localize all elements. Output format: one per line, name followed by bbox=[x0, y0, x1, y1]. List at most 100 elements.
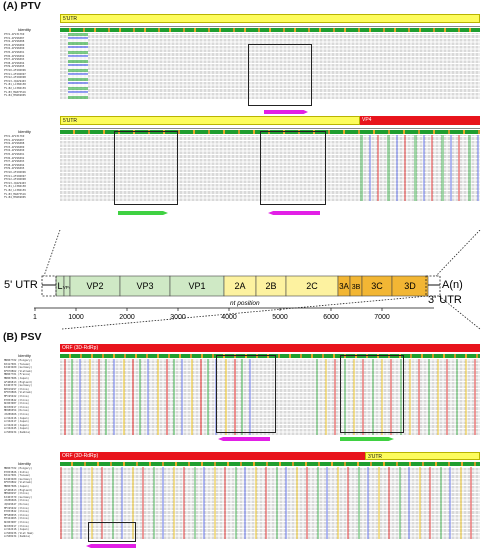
sequence-name: TV-B2_LC386159 bbox=[4, 86, 26, 90]
axis-tick-label: 7000 bbox=[374, 314, 390, 321]
forward-primer-arrow bbox=[340, 437, 394, 441]
segment-label: 3C bbox=[371, 281, 383, 291]
sequence-name: MH668297 (China) bbox=[4, 492, 29, 496]
identity-label: Identity bbox=[18, 27, 31, 32]
axis-tick-label: 4000 bbox=[221, 314, 237, 321]
sequence-name: KF870866 (Vietnam) bbox=[4, 391, 33, 395]
segment-label: VP2 bbox=[86, 281, 103, 291]
sequence-name: PTV4-AF296090 bbox=[4, 149, 25, 153]
sequence-name: PTV3-AF296089 bbox=[4, 145, 25, 149]
segment-label: VP1 bbox=[188, 281, 205, 291]
sequence-name: KJ463379 (Germany) bbox=[4, 495, 33, 499]
sequence-name: KJ463400 (Germany) bbox=[4, 477, 33, 481]
sequence-name: TV-B1_LC386158 bbox=[4, 83, 26, 87]
identity-label: Identity bbox=[18, 461, 31, 466]
vp4-region-bar: VP4 bbox=[360, 116, 480, 125]
sequence-name: PTV5-AF296091 bbox=[4, 50, 25, 54]
sequence-name: MF195922 (China) bbox=[4, 506, 29, 510]
segment-label: 2B bbox=[265, 281, 276, 291]
sequence-name: PTV13-JQ429403 bbox=[4, 181, 26, 185]
sequence-name: LC508234 (Zambia) bbox=[4, 430, 31, 434]
vp4-region-label: VP4 bbox=[362, 117, 372, 123]
axis-tick-label: 2000 bbox=[119, 314, 135, 321]
sequence-name: NC003987 (China) bbox=[4, 402, 29, 406]
five-utr-label: 5' UTR bbox=[4, 279, 38, 291]
sequence-name: KY053826 (India) bbox=[4, 470, 29, 474]
sequence-name: PTV12-AF296098 bbox=[4, 76, 26, 80]
sequence-name: KX417001 (Taiwan) bbox=[4, 474, 31, 478]
forward-primer-arrow bbox=[118, 211, 168, 215]
segment-label: 2A bbox=[234, 281, 245, 291]
sequence-name: TV-B2_LC386159 bbox=[4, 188, 26, 192]
sequence-name: KF870862 (Vietnam) bbox=[4, 481, 33, 485]
sequence-name: MN807702 (Hungary) bbox=[4, 467, 33, 470]
sequence-name: JX286666 (China) bbox=[4, 499, 29, 503]
panel-b-title: (B) PSV bbox=[3, 331, 42, 343]
sequence-name: TV-B4_MH469005 bbox=[4, 196, 26, 200]
ptv-alignment-block-2: 5'UTR VP4 Identity PTV1-AF231769 PTV1-AF2… bbox=[0, 116, 484, 234]
reverse-primer-arrow bbox=[268, 211, 320, 215]
utr-region-label: 5'UTR bbox=[63, 16, 78, 22]
reverse-primer-arrow bbox=[86, 544, 136, 548]
sequence-name: PTV1-AF296087 bbox=[4, 138, 25, 142]
five-utr-highlight bbox=[41, 275, 57, 297]
sequence-name: KJ463379 (Germany) bbox=[4, 384, 33, 388]
axis-tick-label: 3000 bbox=[170, 314, 186, 321]
segment-label: 2C bbox=[306, 281, 318, 291]
sequence-name-list: PTV1-AF231769 PTV1-AF296087 PTV2-AF296088 P… bbox=[4, 135, 60, 200]
sequence-name: KP019297 (China) bbox=[4, 387, 29, 391]
sequence-name: MF588655 (China) bbox=[4, 513, 29, 517]
reverse-primer-box bbox=[216, 355, 276, 433]
sequence-name: TV-B3_MG875516 bbox=[4, 90, 26, 94]
psv-alignment-block-2: ORF (3D-RdRp) 3'UTR Identity MN807702 (H… bbox=[0, 452, 484, 550]
sequence-name-list: MN807702 (Hungary) KY053826 (India) KX4170… bbox=[4, 467, 60, 539]
sequence-name: PTV1-AF231769 bbox=[4, 33, 25, 36]
sequence-alignment bbox=[60, 135, 480, 201]
sequence-name: MT344965 (China) bbox=[4, 517, 29, 521]
sequence-name: AF406813 (England) bbox=[4, 380, 33, 384]
sequence-name: MN807702 (Hungary) bbox=[4, 359, 33, 362]
sequence-name: KY053842 (China) bbox=[4, 398, 29, 402]
sequence-name-list: PTV1-AF231769 PTV1-AF296087 PTV2-AF296088 P… bbox=[4, 33, 60, 98]
poly-a-label: A(n) bbox=[442, 279, 463, 291]
variable-columns bbox=[360, 135, 480, 201]
axis-title: nt position bbox=[230, 300, 260, 307]
forward-primer-arrow bbox=[264, 110, 308, 114]
sequence-name: PTV4-AF296090 bbox=[4, 47, 25, 51]
identity-label: Identity bbox=[18, 129, 31, 134]
sequence-name: PTV7-AF296093 bbox=[4, 160, 25, 164]
sequence-name: KJ463400 (Germany) bbox=[4, 366, 33, 370]
segment-3d bbox=[391, 275, 429, 297]
sequence-name: KF870862 (Vietnam) bbox=[4, 369, 33, 373]
sequence-name: PTV5-AF296091 bbox=[4, 152, 25, 156]
sequence-name: MK086054 (Korea) bbox=[4, 409, 29, 413]
utr-region-label: 5'UTR bbox=[63, 118, 78, 124]
segment-label: 3D bbox=[404, 281, 416, 291]
sequence-name: MN807686 (Japan) bbox=[4, 376, 29, 380]
sequence-name: PTV11-AF296097 bbox=[4, 174, 26, 178]
segment-label: VP3 bbox=[136, 281, 153, 291]
identity-track bbox=[60, 28, 480, 32]
sequence-name: LC342445 (Japan) bbox=[4, 427, 29, 431]
sequence-name: TV-B4_MH469005 bbox=[4, 94, 26, 98]
reverse-primer-box bbox=[88, 522, 136, 542]
sequence-name: PTV3-AF296089 bbox=[4, 43, 25, 47]
sequence-name: LC342419 (Japan) bbox=[4, 423, 29, 427]
sequence-name: PTV2-AF296088 bbox=[4, 142, 25, 146]
sequence-name: PTV1-AF231769 bbox=[4, 135, 25, 138]
psv-alignment-block-1: ORF (3D-RdRp) Identity MN807702 (Hungary… bbox=[0, 344, 484, 441]
sequence-name: PTV6-AF296092 bbox=[4, 156, 25, 160]
utr-region-bar: 5'UTR bbox=[60, 116, 360, 125]
orf-region-label: ORF (3D-RdRp) bbox=[62, 345, 99, 351]
sequence-name: PTV2-AF296088 bbox=[4, 40, 25, 44]
sequence-name: PTV9-AF296095 bbox=[4, 65, 25, 69]
segment-label: 3B bbox=[352, 284, 361, 291]
reverse-primer-arrow bbox=[218, 437, 270, 441]
sequence-name: PTV10-AF296096 bbox=[4, 68, 26, 72]
sequence-name-list: MN807702 (Hungary) KX417001 (Taiwan) KJ463… bbox=[4, 359, 60, 434]
three-utr-label: 3' UTR bbox=[428, 294, 462, 306]
sequence-name: NC030917 (China) bbox=[4, 524, 29, 528]
sequence-name: NC003987 (China) bbox=[4, 520, 29, 524]
sequence-name: KX417001 (Taiwan) bbox=[4, 362, 31, 366]
